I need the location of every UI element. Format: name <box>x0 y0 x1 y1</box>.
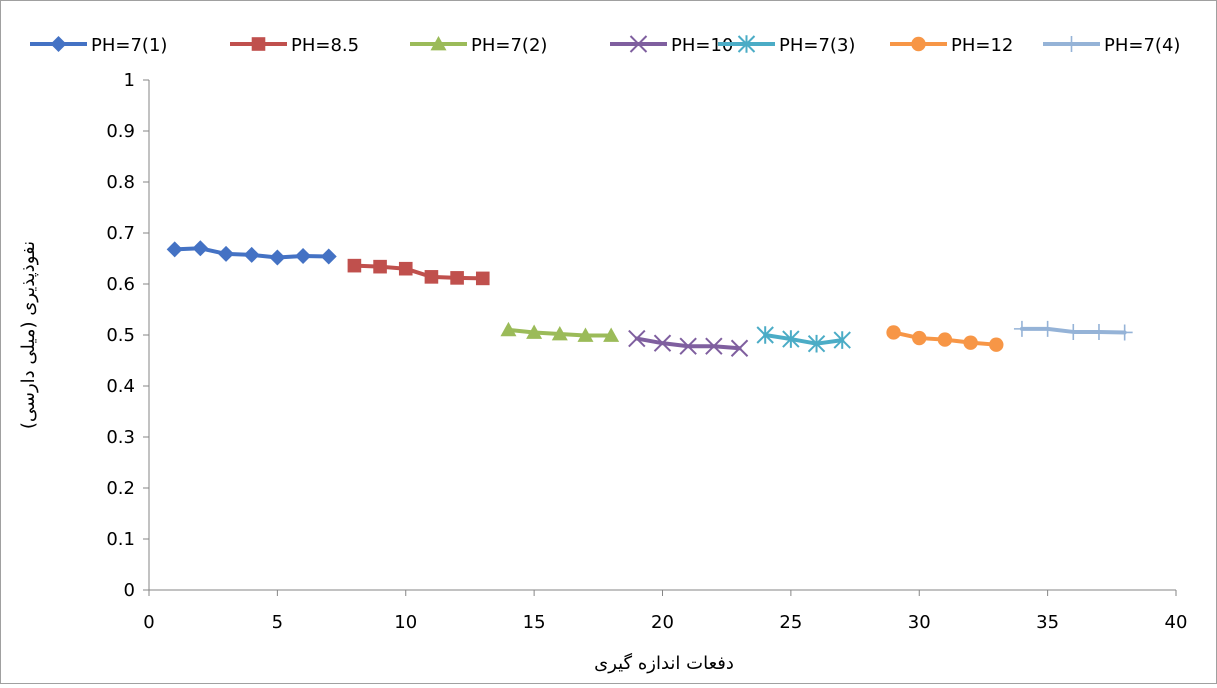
x-tick-label: 35 <box>1036 612 1059 633</box>
data-point <box>243 246 260 263</box>
data-point <box>629 35 648 53</box>
legend-item: PH=7(4) <box>1043 35 1180 56</box>
y-tick-label: 0.7 <box>106 223 135 244</box>
data-point <box>911 36 926 52</box>
series-3 <box>500 321 620 342</box>
series-6 <box>886 325 1004 352</box>
legend-item: PH=12 <box>890 35 1013 56</box>
x-tick-label: 30 <box>908 612 931 633</box>
data-point <box>398 261 413 276</box>
data-point <box>782 330 800 348</box>
x-axis-label: دفعات اندازه گیری <box>594 652 734 674</box>
data-point <box>50 36 67 52</box>
x-tick-label: 20 <box>651 612 674 633</box>
data-point <box>251 37 266 51</box>
x-tick-label: 40 <box>1165 612 1188 633</box>
data-point <box>937 332 953 347</box>
data-point <box>475 271 490 286</box>
legend-item: PH=7(3) <box>718 35 855 56</box>
data-point <box>166 241 183 258</box>
data-point <box>192 240 209 257</box>
y-tick-label: 0 <box>124 580 135 601</box>
series-5 <box>756 326 851 353</box>
data-point <box>653 334 672 352</box>
data-point <box>347 258 362 273</box>
data-point <box>1116 324 1133 341</box>
legend: PH=7(1) PH=8.5 PH=7(2) PH=10 PH=7(3) PH=12 PH=… <box>30 35 1180 56</box>
y-axis-label: نفوذپذیری (میلی دارسی) <box>18 241 39 429</box>
legend-item: PH=7(1) <box>30 35 167 56</box>
series-4 <box>628 329 749 357</box>
axes: 00.10.20.30.40.50.60.70.80.910 5 10 15 20 25 3… <box>106 70 1187 633</box>
data-point <box>730 339 749 357</box>
x-tick-label: 5 <box>272 612 283 633</box>
legend-label: PH=10 <box>671 35 733 56</box>
legend-label: PH=7(2) <box>471 35 547 56</box>
data-point <box>628 329 646 348</box>
legend-label: PH=7(3) <box>779 35 855 56</box>
plot-area <box>166 240 1133 357</box>
data-point <box>756 326 774 344</box>
data-point <box>500 321 517 337</box>
data-point <box>526 324 543 339</box>
data-point <box>679 337 697 355</box>
y-tick-label: 0.3 <box>106 427 135 448</box>
data-point <box>1090 323 1107 340</box>
data-point <box>295 247 312 264</box>
y-tick-label: 0.6 <box>106 274 135 295</box>
data-point <box>551 325 568 341</box>
legend-label: PH=7(4) <box>1104 35 1180 56</box>
data-point <box>424 270 439 284</box>
data-point <box>1013 320 1030 337</box>
series-line <box>763 333 845 346</box>
x-tick-label: 15 <box>523 612 546 633</box>
y-tick-label: 0.1 <box>106 529 135 550</box>
legend-label: PH=12 <box>951 35 1013 56</box>
x-tick-label: 10 <box>394 612 417 633</box>
series-1 <box>166 240 337 266</box>
data-point <box>218 245 235 262</box>
data-point <box>833 331 851 349</box>
data-point <box>603 327 620 342</box>
x-tick-label: 25 <box>779 612 802 633</box>
data-point <box>1063 36 1080 52</box>
x-tick-label: 0 <box>143 612 154 633</box>
legend-item: PH=10 <box>610 35 733 56</box>
legend-label: PH=7(1) <box>91 35 167 56</box>
series-2 <box>347 258 490 286</box>
data-point <box>705 337 723 355</box>
data-point <box>577 327 594 342</box>
data-point <box>269 249 286 266</box>
data-point <box>807 334 826 353</box>
series-7 <box>1013 320 1133 341</box>
y-tick-label: 0.2 <box>106 478 135 499</box>
data-point <box>1039 320 1056 337</box>
data-point <box>450 271 464 285</box>
y-tick-label: 0.9 <box>106 121 135 142</box>
data-point <box>430 36 447 51</box>
y-tick-label: 0.5 <box>106 325 135 346</box>
y-tick-label: 0.4 <box>106 376 135 397</box>
data-point <box>886 325 901 340</box>
legend-item: PH=7(2) <box>410 35 547 56</box>
legend-item: PH=8.5 <box>230 35 359 56</box>
y-tick-label: 0.8 <box>106 172 135 193</box>
data-point <box>989 337 1004 352</box>
data-point <box>737 35 756 53</box>
y-tick-label: 1 <box>124 70 135 91</box>
data-point <box>912 330 927 346</box>
data-point <box>373 259 387 274</box>
data-point <box>320 248 337 265</box>
data-point <box>963 335 978 350</box>
data-point <box>1065 323 1082 340</box>
legend-label: PH=8.5 <box>291 35 359 56</box>
